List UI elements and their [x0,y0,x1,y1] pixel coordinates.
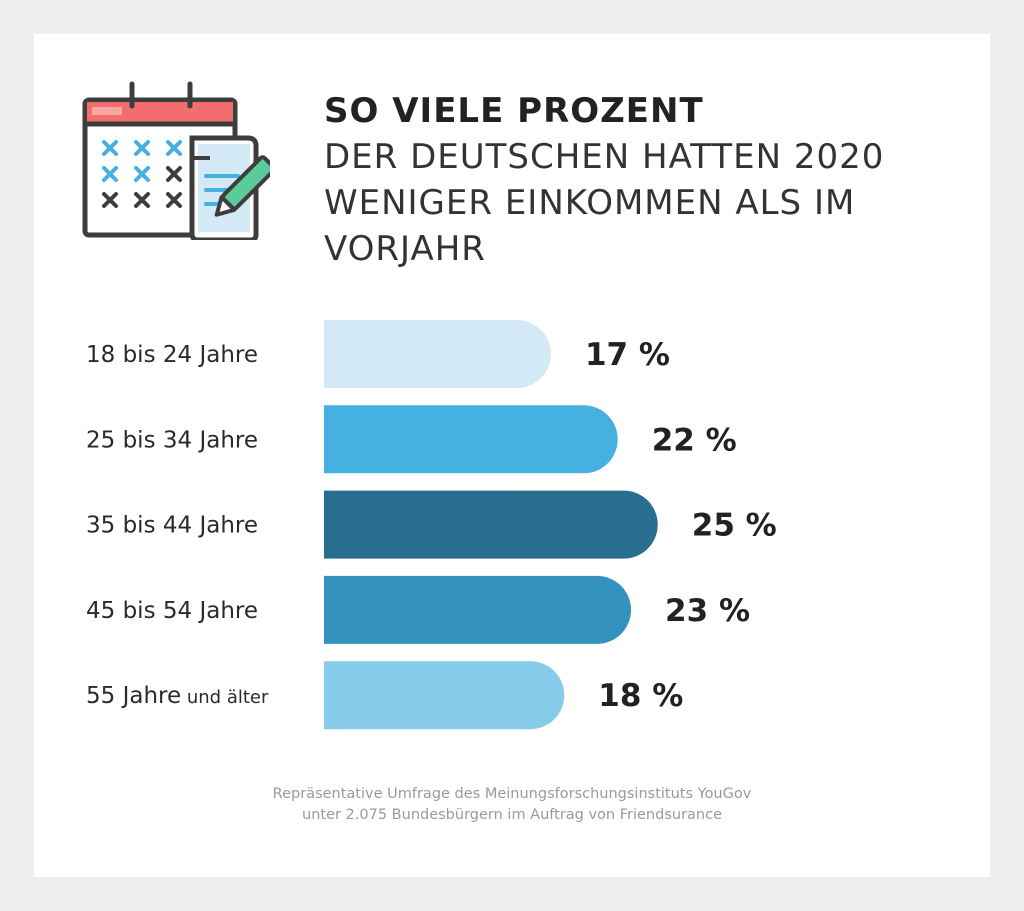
bar [324,661,565,730]
bar [324,490,658,559]
title-block: SO VIELE PROZENT DER DEUTSCHEN HATTEN 20… [324,88,964,272]
chart-subtitle: DER DEUTSCHEN HATTEN 2020 WENIGER EINKOM… [324,137,885,269]
category-label: 35 bis 44 Jahre [86,513,258,539]
value-label: 17 % [585,337,670,373]
category-label-main: 18 bis 24 Jahre [86,342,258,368]
bar-chart: 18 bis 24 Jahre 17 % 25 bis 34 Jahre 22 % 35… [86,320,777,730]
category-label-main: 35 bis 44 Jahre [86,513,258,539]
category-label: 18 bis 24 Jahre [86,342,258,368]
value-label: 23 % [665,593,750,629]
category-label-suffix: und älter [181,687,269,708]
bar [324,320,551,388]
category-label: 45 bis 54 Jahre [86,598,258,624]
category-label-main: 55 Jahre [86,683,181,709]
value-label: 18 % [598,678,683,714]
category-label-main: 45 bis 54 Jahre [86,598,258,624]
bar [324,575,632,644]
source-line-1: Repräsentative Umfrage des Meinungsforsc… [272,786,752,802]
bar [324,405,618,474]
value-label: 25 % [692,508,777,544]
infographic-card: SO VIELE PROZENT DER DEUTSCHEN HATTEN 20… [34,34,990,877]
source-line-2: unter 2.075 Bundesbürgern im Auftrag von… [302,807,722,823]
value-label: 22 % [652,422,737,458]
calendar-document-icon [82,81,270,240]
chart-title: SO VIELE PROZENT [324,91,704,131]
category-label: 55 Jahre und älter [86,683,269,709]
source-note: Repräsentative Umfrage des Meinungsforsc… [34,784,990,826]
category-label-main: 25 bis 34 Jahre [86,427,258,453]
category-label: 25 bis 34 Jahre [86,427,258,453]
